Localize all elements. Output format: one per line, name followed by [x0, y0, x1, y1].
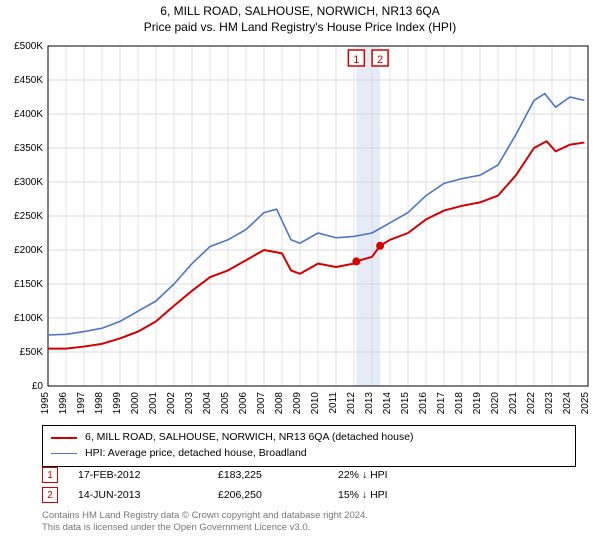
- svg-text:£300K: £300K: [14, 177, 43, 188]
- svg-text:1996: 1996: [58, 392, 69, 415]
- svg-text:2000: 2000: [130, 392, 141, 415]
- svg-text:2005: 2005: [220, 392, 231, 415]
- sale-marker-1: 1: [42, 467, 58, 483]
- svg-text:2012: 2012: [346, 392, 357, 415]
- svg-text:2022: 2022: [526, 392, 537, 415]
- legend-label-property: 6, MILL ROAD, SALHOUSE, NORWICH, NR13 6Q…: [85, 430, 414, 446]
- address-title: 6, MILL ROAD, SALHOUSE, NORWICH, NR13 6Q…: [0, 4, 600, 18]
- svg-text:2025: 2025: [580, 392, 591, 415]
- svg-text:£450K: £450K: [14, 75, 43, 86]
- svg-text:£400K: £400K: [14, 109, 43, 120]
- sale-row-2: 2 14-JUN-2013 £206,250 15% ↓ HPI: [42, 485, 558, 505]
- svg-text:£50K: £50K: [20, 347, 44, 358]
- svg-text:2004: 2004: [202, 392, 213, 415]
- sale-price-2: £206,250: [218, 489, 338, 501]
- svg-text:£100K: £100K: [14, 313, 43, 324]
- chart-svg: £0 £50K £100K £150K £200K £250K £300K £350K £400…: [0, 40, 600, 420]
- svg-text:2014: 2014: [382, 392, 393, 415]
- svg-text:£250K: £250K: [14, 211, 43, 222]
- svg-text:2017: 2017: [436, 392, 447, 415]
- svg-text:2020: 2020: [490, 392, 501, 415]
- svg-text:2008: 2008: [274, 392, 285, 415]
- svg-text:2023: 2023: [544, 392, 555, 415]
- svg-text:£350K: £350K: [14, 143, 43, 154]
- svg-text:2007: 2007: [256, 392, 267, 415]
- legend-row-hpi: HPI: Average price, detached house, Broa…: [51, 446, 567, 462]
- svg-text:2006: 2006: [238, 392, 249, 415]
- footer-line1: Contains HM Land Registry data © Crown c…: [42, 510, 368, 522]
- legend-row-property: 6, MILL ROAD, SALHOUSE, NORWICH, NR13 6Q…: [51, 430, 567, 446]
- svg-text:2: 2: [377, 54, 383, 66]
- sale-date-2: 14-JUN-2013: [78, 489, 218, 501]
- svg-text:2002: 2002: [166, 392, 177, 415]
- svg-text:2021: 2021: [508, 392, 519, 415]
- sale-price-1: £183,225: [218, 469, 338, 481]
- svg-text:£200K: £200K: [14, 245, 43, 256]
- svg-text:2013: 2013: [364, 392, 375, 415]
- chart-subtitle: Price paid vs. HM Land Registry's House …: [0, 20, 600, 34]
- svg-text:1997: 1997: [76, 392, 87, 415]
- svg-text:1999: 1999: [112, 392, 123, 415]
- sale-hpi-1: 22% ↓ HPI: [338, 469, 458, 481]
- sale-hpi-2: 15% ↓ HPI: [338, 489, 458, 501]
- svg-text:2003: 2003: [184, 392, 195, 415]
- svg-text:2024: 2024: [562, 392, 573, 415]
- chart-area: £0 £50K £100K £150K £200K £250K £300K £350K £400…: [0, 40, 600, 420]
- sales-table: 1 17-FEB-2012 £183,225 22% ↓ HPI 2 14-JU…: [42, 465, 558, 505]
- footer-line2: This data is licensed under the Open Gov…: [42, 522, 368, 534]
- svg-text:£0: £0: [32, 381, 44, 392]
- sale-date-1: 17-FEB-2012: [78, 469, 218, 481]
- legend-label-hpi: HPI: Average price, detached house, Broa…: [85, 446, 307, 462]
- legend-swatch-hpi: [51, 453, 77, 454]
- sale-row-1: 1 17-FEB-2012 £183,225 22% ↓ HPI: [42, 465, 558, 485]
- svg-text:2018: 2018: [454, 392, 465, 415]
- sale-marker-2: 2: [42, 487, 58, 503]
- legend: 6, MILL ROAD, SALHOUSE, NORWICH, NR13 6Q…: [42, 425, 576, 467]
- svg-text:2016: 2016: [418, 392, 429, 415]
- svg-text:1998: 1998: [94, 392, 105, 415]
- svg-text:1: 1: [353, 54, 359, 66]
- svg-text:2010: 2010: [310, 392, 321, 415]
- footer: Contains HM Land Registry data © Crown c…: [42, 510, 368, 535]
- legend-swatch-property: [51, 437, 77, 439]
- svg-text:£500K: £500K: [14, 41, 43, 52]
- chart-header: 6, MILL ROAD, SALHOUSE, NORWICH, NR13 6Q…: [0, 0, 600, 34]
- svg-text:1995: 1995: [40, 392, 51, 415]
- svg-text:£150K: £150K: [14, 279, 43, 290]
- svg-text:2009: 2009: [292, 392, 303, 415]
- svg-text:2001: 2001: [148, 392, 159, 415]
- svg-text:2011: 2011: [328, 392, 339, 414]
- svg-text:2015: 2015: [400, 392, 411, 415]
- svg-text:2019: 2019: [472, 392, 483, 415]
